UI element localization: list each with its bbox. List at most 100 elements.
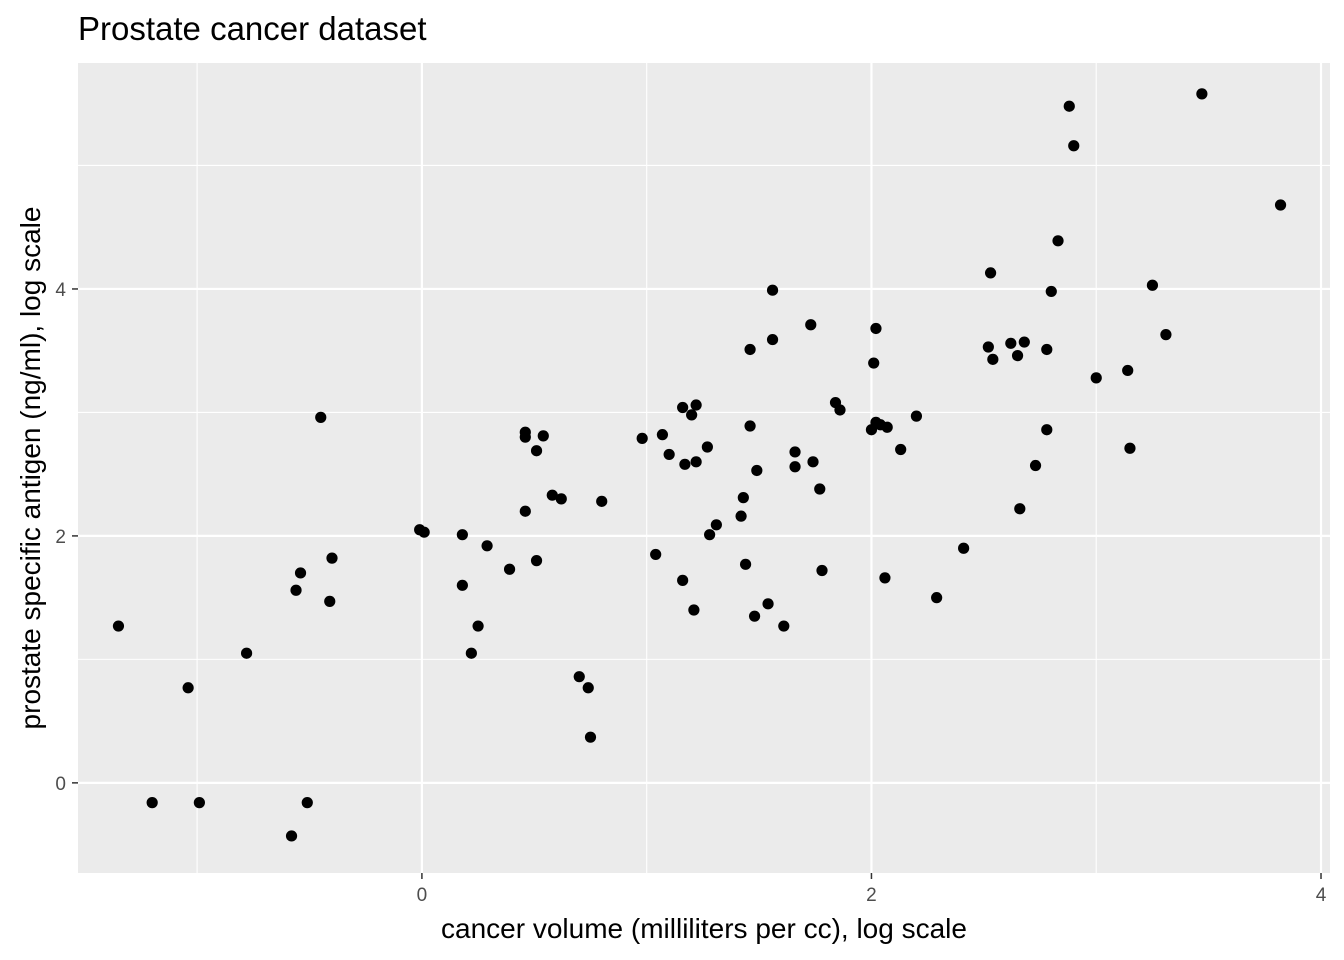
data-point [690, 399, 702, 411]
data-point [465, 647, 477, 659]
x-axis-title: cancer volume (milliliters per cc), log … [441, 913, 967, 944]
data-point [456, 579, 468, 591]
data-point [1029, 459, 1042, 472]
data-point [1090, 372, 1102, 384]
data-point [1011, 350, 1024, 362]
data-point [1146, 279, 1159, 291]
data-point [663, 448, 675, 461]
data-point [530, 445, 543, 457]
data-point [814, 483, 826, 495]
data-point [982, 341, 994, 353]
data-point [677, 574, 689, 586]
data-point [1274, 199, 1287, 211]
data-point [636, 432, 648, 444]
data-point [418, 526, 430, 538]
data-point [546, 489, 558, 501]
minor-gridlines [78, 63, 1330, 873]
data-point [596, 495, 608, 507]
data-point [1063, 100, 1075, 112]
data-point [744, 343, 756, 356]
y-tick-label: 2 [55, 527, 66, 548]
data-point [690, 456, 702, 468]
data-point [530, 555, 543, 567]
data-point [519, 431, 531, 443]
chart-title: Prostate cancer dataset [78, 10, 427, 47]
data-point [481, 540, 493, 552]
data-point [582, 682, 594, 694]
data-point [789, 446, 801, 458]
data-point [744, 420, 756, 432]
y-axis-ticks: 0 2 4 [55, 280, 78, 795]
data-point [1045, 285, 1057, 298]
data-point [1018, 336, 1030, 348]
data-point [805, 319, 817, 331]
y-tick-label: 0 [55, 774, 66, 795]
data-point [958, 542, 970, 554]
data-point [879, 572, 891, 584]
data-point [290, 584, 302, 596]
data-point [677, 401, 689, 414]
data-point [456, 529, 468, 541]
data-point [679, 458, 691, 470]
data-point [807, 456, 819, 468]
data-point [1068, 140, 1080, 152]
data-point [748, 610, 761, 622]
data-point [503, 563, 516, 575]
data-point [870, 322, 882, 335]
data-point [701, 441, 713, 453]
data-point [834, 404, 846, 416]
data-point [650, 548, 662, 561]
data-point [766, 284, 779, 296]
data-point [573, 671, 585, 683]
y-tick-label: 4 [55, 280, 66, 301]
data-point [881, 421, 893, 433]
data-point [472, 620, 484, 632]
data-point [519, 505, 531, 517]
data-point [182, 682, 194, 694]
data-point [710, 519, 722, 531]
data-point [987, 353, 999, 365]
data-point [1052, 235, 1064, 247]
data-point [688, 604, 700, 616]
data-point [315, 411, 327, 423]
data-point [895, 443, 907, 456]
data-point [1196, 88, 1208, 100]
data-point [704, 529, 716, 541]
data-point [656, 429, 669, 441]
data-point [766, 333, 779, 346]
data-point [984, 267, 997, 279]
data-point [1160, 329, 1172, 341]
x-axis-ticks: 0 2 4 [417, 873, 1327, 906]
data-point [584, 731, 597, 743]
data-point [555, 493, 567, 505]
data-point [240, 647, 253, 659]
data-point [686, 409, 698, 421]
data-point [762, 598, 774, 610]
x-tick-label: 2 [866, 885, 877, 906]
data-point [1005, 337, 1017, 349]
data-point [285, 830, 298, 842]
x-tick-label: 0 [417, 885, 428, 906]
data-point [1122, 364, 1134, 377]
data-points [112, 88, 1287, 842]
x-tick-label: 4 [1316, 885, 1327, 906]
data-point [739, 558, 752, 570]
data-point [301, 797, 313, 809]
major-gridlines [78, 63, 1330, 873]
data-point [112, 620, 125, 632]
data-point [1041, 424, 1053, 436]
data-point [751, 464, 763, 477]
data-point [778, 620, 790, 632]
data-point [735, 510, 747, 522]
data-point [326, 552, 338, 564]
data-point [789, 461, 801, 473]
data-point [1041, 343, 1053, 356]
data-point [294, 567, 307, 579]
data-point [737, 492, 749, 504]
plot-panel [78, 63, 1330, 873]
data-point [193, 797, 205, 809]
data-point [910, 410, 923, 422]
data-point [324, 595, 336, 607]
data-point [537, 430, 549, 442]
